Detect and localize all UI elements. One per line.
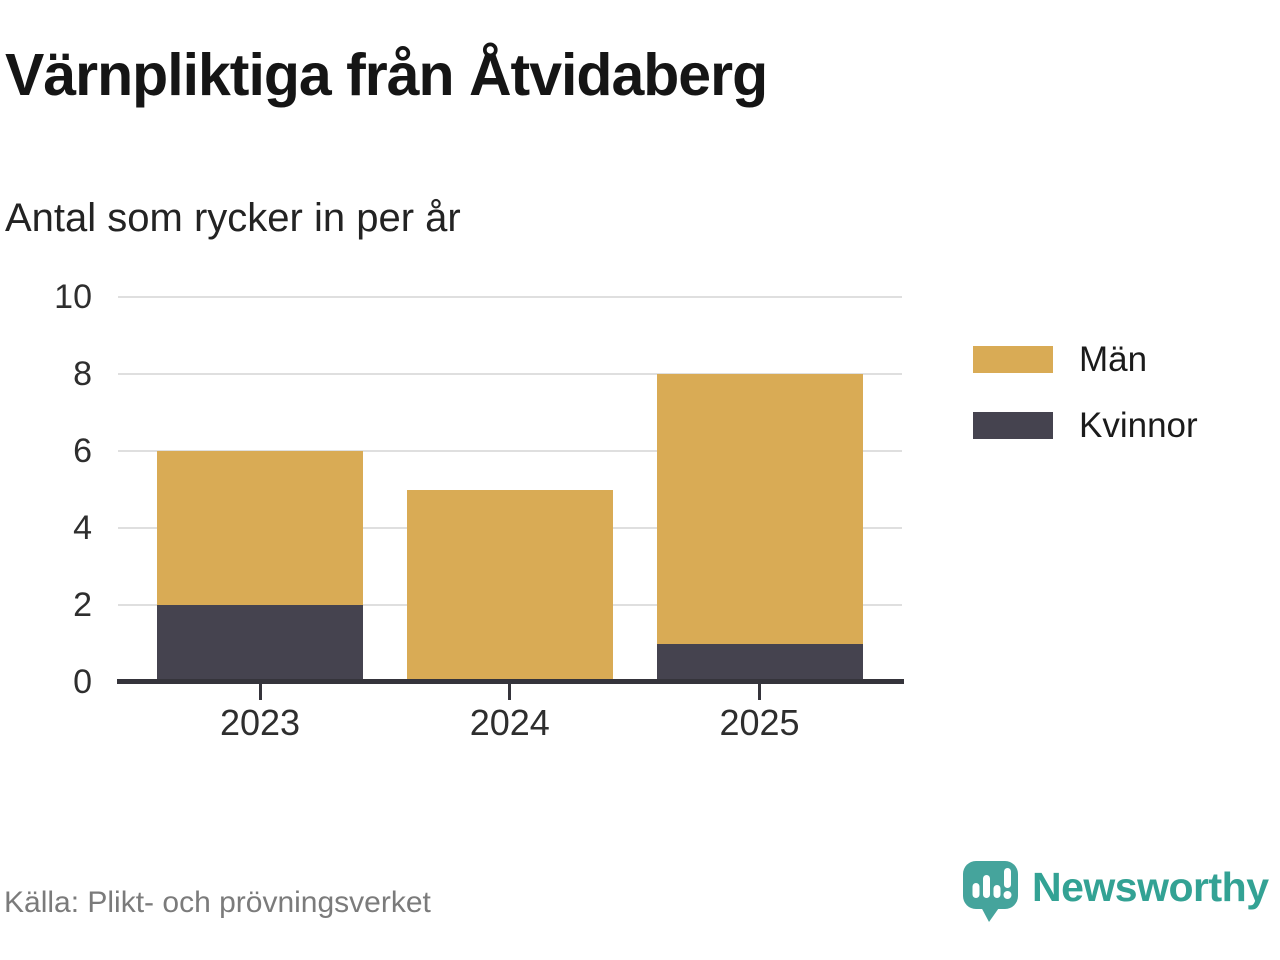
y-tick-label-0: 0 bbox=[73, 663, 92, 701]
x-axis-line bbox=[117, 679, 904, 684]
gridline-6 bbox=[118, 450, 902, 452]
brand-name: Newsworthy bbox=[1032, 864, 1269, 910]
legend-label-kvinnor: Kvinnor bbox=[1079, 406, 1198, 445]
x-tick-2023 bbox=[258, 684, 262, 700]
y-tick-label-8: 8 bbox=[73, 355, 92, 393]
brand: Newsworthy bbox=[963, 861, 1269, 924]
legend-swatch-man bbox=[973, 346, 1053, 373]
y-tick-label-2: 2 bbox=[73, 586, 92, 624]
chart-title: Värnpliktiga från Åtvidaberg bbox=[5, 42, 768, 108]
gridline-8 bbox=[118, 373, 902, 375]
x-tick-label-2024: 2024 bbox=[469, 702, 550, 743]
y-tick-label-4: 4 bbox=[73, 509, 92, 547]
legend: Män Kvinnor bbox=[973, 342, 1198, 443]
x-tick-2025 bbox=[758, 684, 761, 700]
y-tick-label-10: 10 bbox=[54, 278, 92, 316]
gridline-10 bbox=[118, 296, 902, 298]
source-note: Källa: Plikt- och prövningsverket bbox=[4, 886, 431, 919]
legend-label-man: Män bbox=[1079, 340, 1148, 379]
newsworthy-logo-icon bbox=[963, 861, 1018, 922]
bar-segment-kvinnor-2025 bbox=[656, 643, 863, 682]
bar-segment-kvinnor-2023 bbox=[157, 605, 363, 682]
legend-item-man: Män bbox=[973, 342, 1198, 377]
bar-segment-man-2023 bbox=[157, 451, 363, 605]
chart-subtitle: Antal som rycker in per år bbox=[5, 196, 461, 240]
x-tick-2024 bbox=[508, 684, 512, 700]
bar-segment-man-2024 bbox=[406, 489, 613, 682]
legend-swatch-kvinnor bbox=[973, 412, 1053, 439]
legend-item-kvinnor: Kvinnor bbox=[973, 408, 1198, 443]
bar-segment-man-2025 bbox=[656, 374, 863, 644]
y-tick-label-6: 6 bbox=[73, 432, 92, 470]
x-tick-label-2023: 2023 bbox=[219, 702, 301, 743]
x-tick-label-2025: 2025 bbox=[719, 702, 800, 743]
